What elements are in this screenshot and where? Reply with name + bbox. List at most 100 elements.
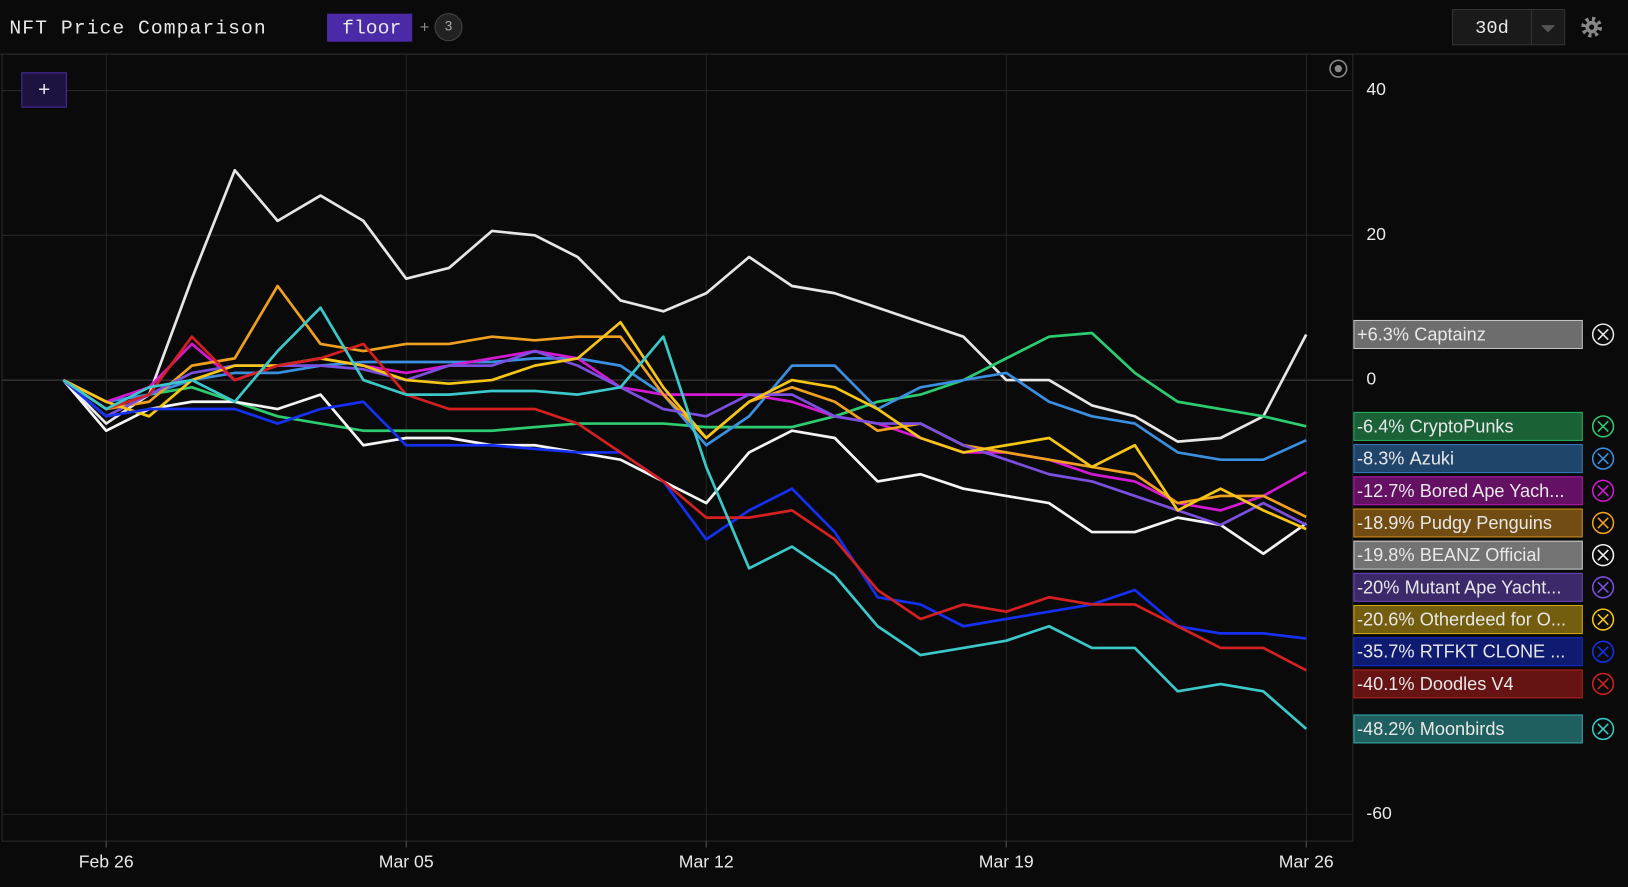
series-label-box — [1353, 604, 1583, 635]
series-name: Doodles V4 — [1420, 674, 1514, 694]
series-label[interactable]: -19.8% BEANZ Official — [1353, 540, 1615, 570]
remove-series-x[interactable] — [1597, 549, 1609, 561]
series-label-box — [1353, 508, 1583, 538]
series-label[interactable]: -18.9% Pudgy Penguins — [1353, 508, 1615, 538]
series-label-text: -35.7% RTFKT CLONE ... — [1357, 642, 1565, 662]
series-label[interactable]: -40.1% Doodles V4 — [1353, 669, 1615, 699]
remove-series[interactable] — [1591, 323, 1615, 346]
series-line — [62, 379, 1307, 640]
series-name: BEANZ Official — [1420, 545, 1541, 565]
series-label-text: +6.3% Captainz — [1357, 324, 1486, 344]
series-change: -8.3% — [1357, 448, 1404, 468]
series-change: -12.7% — [1357, 481, 1415, 501]
count-badge[interactable] — [434, 13, 463, 42]
series-label-text: -48.2% Moonbirds — [1357, 719, 1505, 739]
series-label[interactable]: +6.3% Captainz — [1353, 319, 1615, 350]
series-line — [62, 168, 1308, 443]
add-series-button[interactable] — [21, 72, 67, 108]
series-name: Moonbirds — [1420, 719, 1505, 739]
lines — [62, 168, 1308, 730]
remove-series[interactable] — [1591, 672, 1615, 696]
remove-series-x[interactable] — [1597, 645, 1609, 658]
series-name: Otherdeed for O... — [1420, 609, 1566, 629]
series-line — [62, 306, 1308, 730]
series-name: Bored Ape Yach... — [1420, 481, 1565, 501]
series-change: -35.7% — [1357, 642, 1415, 662]
remove-series-x[interactable] — [1597, 420, 1609, 433]
remove-series[interactable] — [1591, 576, 1615, 599]
series-label[interactable]: -35.7% RTFKT CLONE ... — [1353, 637, 1615, 667]
series-label-text: -19.8% BEANZ Official — [1357, 545, 1540, 565]
add-series-label[interactable]: + — [38, 78, 50, 101]
metric-chip[interactable] — [327, 13, 413, 42]
series-label-box — [1353, 572, 1583, 602]
series-label-box — [1353, 540, 1583, 570]
series-label[interactable]: -12.7% Bored Ape Yach... — [1353, 476, 1615, 506]
remove-series[interactable] — [1591, 717, 1615, 741]
y-tick-label: -60 — [1366, 803, 1392, 823]
series-label-text: -18.9% Pudgy Penguins — [1357, 513, 1552, 533]
series-change: -20.6% — [1357, 609, 1415, 629]
series-label[interactable]: -48.2% Moonbirds — [1353, 714, 1615, 744]
series-change: -6.4% — [1357, 416, 1404, 436]
series-name: CryptoPunks — [1410, 416, 1514, 436]
series-label[interactable]: -6.4% CryptoPunks — [1353, 411, 1615, 441]
series-label-box — [1353, 411, 1583, 441]
y-tick-label: 0 — [1366, 369, 1376, 389]
remove-series[interactable] — [1591, 415, 1615, 438]
series-label-box — [1353, 669, 1583, 699]
remove-series[interactable] — [1591, 543, 1615, 567]
series-line — [62, 379, 1308, 556]
series-change: -18.9% — [1357, 513, 1415, 533]
series-label[interactable]: -20.6% Otherdeed for O... — [1353, 604, 1615, 635]
remove-series[interactable] — [1591, 447, 1615, 470]
settings-icon[interactable] — [1581, 16, 1603, 38]
remove-series-x[interactable] — [1597, 581, 1609, 594]
series-label-text: -40.1% Doodles V4 — [1357, 674, 1514, 694]
x-tick-label: Mar 12 — [679, 852, 734, 872]
remove-series-x[interactable] — [1597, 678, 1609, 690]
series-label-text: -12.7% Bored Ape Yach... — [1357, 481, 1564, 501]
series-label[interactable]: -8.3% Azuki — [1353, 444, 1615, 474]
x-tick-label: Feb 26 — [79, 852, 134, 872]
series-labels: +6.3% Captainz-6.4% CryptoPunks-8.3% Azuki-… — [1353, 319, 1615, 744]
series-name: Mutant Ape Yacht... — [1405, 577, 1562, 597]
series-change: -20% — [1357, 577, 1399, 597]
series-label-box — [1353, 319, 1583, 350]
series-name: Azuki — [1410, 448, 1454, 468]
series-change: +6.3% — [1357, 324, 1409, 344]
series-label-text: -20.6% Otherdeed for O... — [1357, 609, 1566, 629]
series-line — [62, 357, 1307, 462]
range-dropdown[interactable] — [1540, 25, 1556, 33]
series-line — [62, 331, 1307, 433]
series-change: -48.2% — [1357, 719, 1415, 739]
metric-label[interactable]: floor — [342, 17, 401, 39]
reset-icon[interactable] — [1329, 59, 1348, 78]
page-title: NFT Price Comparison — [9, 17, 266, 39]
gear-hole — [1589, 24, 1595, 30]
remove-series-x[interactable] — [1597, 517, 1609, 529]
series-change: -40.1% — [1357, 674, 1415, 694]
series-label-box — [1353, 637, 1583, 667]
remove-series-x[interactable] — [1597, 723, 1609, 735]
remove-series[interactable] — [1591, 640, 1615, 663]
x-tick-label: Mar 05 — [379, 852, 434, 872]
series-label-text: -8.3% Azuki — [1357, 448, 1454, 468]
range-label[interactable]: 30d — [1475, 17, 1509, 39]
remove-series-x[interactable] — [1597, 328, 1609, 341]
remove-series-x[interactable] — [1597, 485, 1609, 497]
series-label[interactable]: -20% Mutant Ape Yacht... — [1353, 572, 1615, 602]
series-label-text: -6.4% CryptoPunks — [1357, 416, 1514, 436]
remove-series[interactable] — [1591, 479, 1615, 502]
series-line — [62, 284, 1307, 519]
remove-series[interactable] — [1591, 608, 1615, 631]
add-metric[interactable]: + — [420, 18, 430, 37]
count-label[interactable]: 3 — [445, 19, 453, 34]
series-name: Captainz — [1414, 324, 1486, 344]
remove-series-x[interactable] — [1597, 613, 1609, 626]
remove-series[interactable] — [1591, 511, 1615, 535]
remove-series-x[interactable] — [1597, 452, 1609, 465]
y-tick-label: 20 — [1366, 224, 1386, 244]
